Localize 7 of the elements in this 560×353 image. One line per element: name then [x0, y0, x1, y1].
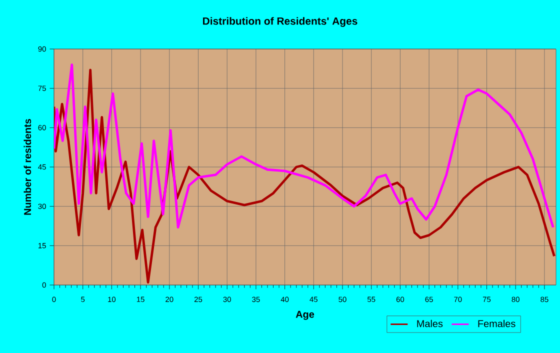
legend-label: Males — [417, 320, 443, 328]
x-axis-title: Age — [296, 310, 314, 320]
legend-label: Females — [478, 320, 516, 328]
y-axis-title: Number of residents — [24, 118, 32, 215]
chart-title: Distribution of Residents' Ages — [203, 17, 358, 27]
line-series — [54, 68, 556, 284]
line-series — [54, 64, 554, 229]
